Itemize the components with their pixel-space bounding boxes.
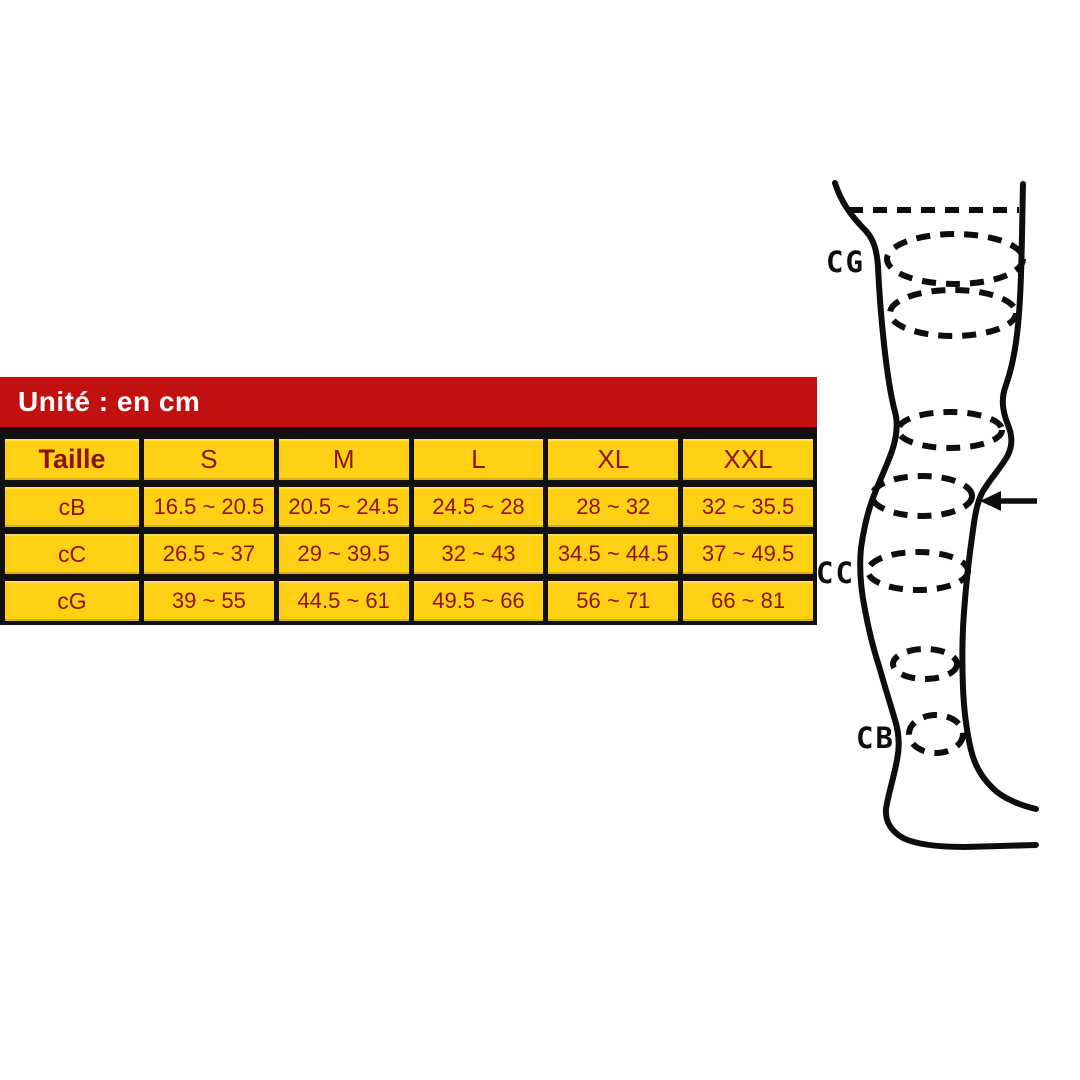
cg-measure-ellipse-lower xyxy=(887,287,1019,339)
leg-inner-outline xyxy=(832,180,1039,851)
unit-label: Unité : en cm xyxy=(18,386,201,417)
column-header-s: S xyxy=(144,439,274,480)
lower-calf-measure-ellipse xyxy=(890,646,960,682)
table-cell: 56 ~ 71 xyxy=(548,581,679,621)
table-cell: 44.5 ~ 61 xyxy=(278,581,409,621)
leg-outer-outline xyxy=(959,181,1039,812)
table-cell: 32 ~ 35.5 xyxy=(683,487,813,527)
table-title-bar: Unité : en cm xyxy=(0,377,817,427)
column-header-l: L xyxy=(413,439,544,480)
table-cell: 49.5 ~ 66 xyxy=(413,581,544,621)
table-cell: 34.5 ~ 44.5 xyxy=(548,534,679,574)
table-cell: 24.5 ~ 28 xyxy=(413,487,544,527)
table-row-cc: cC 26.5 ~ 37 29 ~ 39.5 32 ~ 43 34.5 ~ 44… xyxy=(5,534,813,574)
table-cell: 32 ~ 43 xyxy=(413,534,544,574)
column-header-m: M xyxy=(278,439,409,480)
label-cg: CG xyxy=(826,245,865,279)
pointer-arrow xyxy=(980,491,1037,511)
table-row-cb: cB 16.5 ~ 20.5 20.5 ~ 24.5 24.5 ~ 28 28 … xyxy=(5,487,813,527)
row-label-cc: cC xyxy=(5,534,139,574)
table-row-cg: cG 39 ~ 55 44.5 ~ 61 49.5 ~ 66 56 ~ 71 6… xyxy=(5,581,813,621)
column-header-taille: Taille xyxy=(5,439,139,480)
table-grid: Taille S M L XL XXL cB 16.5 ~ 20.5 20.5 … xyxy=(0,427,817,625)
table-cell: 29 ~ 39.5 xyxy=(278,534,409,574)
table-cell: 37 ~ 49.5 xyxy=(683,534,813,574)
table-cell: 28 ~ 32 xyxy=(548,487,679,527)
label-cc: CC xyxy=(816,556,855,590)
table-cell: 20.5 ~ 24.5 xyxy=(278,487,409,527)
size-chart-table: Unité : en cm Taille S M L XL XXL cB 16.… xyxy=(0,377,817,625)
table-cell: 39 ~ 55 xyxy=(144,581,274,621)
knee-measure-ellipse xyxy=(895,409,1005,451)
cb-measure-ellipse xyxy=(906,712,966,756)
label-cb: CB xyxy=(856,721,895,755)
table-cell: 16.5 ~ 20.5 xyxy=(144,487,274,527)
table-header-row: Taille S M L XL XXL xyxy=(5,439,813,480)
column-header-xxl: XXL xyxy=(683,439,813,480)
cc-measure-ellipse xyxy=(865,549,971,593)
table-cell: 66 ~ 81 xyxy=(683,581,813,621)
row-label-cb: cB xyxy=(5,487,139,527)
column-header-xl: XL xyxy=(548,439,679,480)
below-knee-measure-ellipse xyxy=(869,473,975,519)
row-label-cg: cG xyxy=(5,581,139,621)
pointer-arrow-head xyxy=(980,491,1001,511)
cg-measure-ellipse-upper xyxy=(884,231,1026,287)
table-cell: 26.5 ~ 37 xyxy=(144,534,274,574)
